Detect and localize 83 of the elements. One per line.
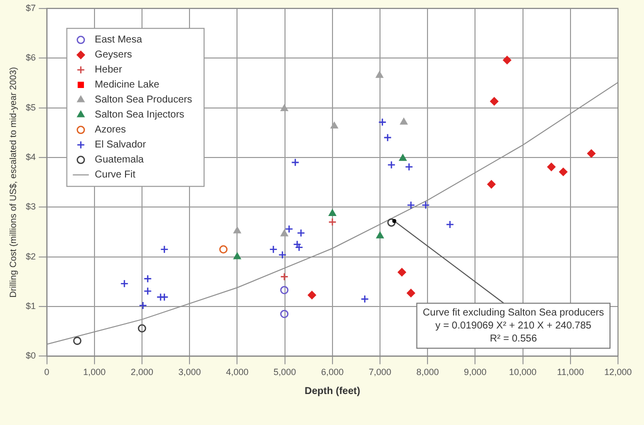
x-tick-label: 3,000 [178, 367, 201, 378]
point [400, 118, 408, 125]
y-tick-label: $3 [26, 202, 36, 212]
legend-label: Medicine Lake [94, 80, 160, 91]
point [376, 232, 384, 238]
y-tick-label: $0 [26, 350, 36, 361]
x-tick-label: 9,000 [464, 367, 486, 378]
y-axis-title: Drilling Cost (millions of US$, escalated to mid-year 2003) [8, 67, 18, 298]
annotation: y = 0.019069 X² + 210 X + 240.785 [435, 320, 592, 332]
y-tick-label: $4 [26, 152, 36, 162]
point [422, 201, 430, 210]
point [73, 336, 82, 345]
point [234, 252, 241, 260]
legend-label: El Salvador [94, 140, 147, 151]
point [446, 220, 454, 229]
point [490, 97, 498, 106]
point [291, 158, 300, 167]
y-tick-label: $5 [26, 102, 36, 112]
point [328, 209, 336, 216]
legend-label: Heber [94, 64, 123, 76]
point [404, 162, 414, 172]
legend-label: Salton Sea Producers [94, 94, 192, 106]
point [547, 162, 556, 172]
legend-label: Salton Sea Injectors [94, 110, 184, 121]
y-tick-label: $1 [26, 301, 36, 311]
annotation: R² = 0.556 [490, 333, 538, 344]
x-tick-label: 5,000 [274, 367, 296, 378]
x-tick-label: 7,000 [368, 367, 392, 378]
point [144, 286, 152, 296]
annotation: Curve fit excluding Salton Sea producers [422, 307, 604, 318]
point [269, 245, 278, 254]
point [406, 201, 416, 210]
point [559, 168, 568, 176]
legend-label: Curve Fit [94, 170, 136, 181]
point [280, 230, 288, 236]
point [278, 250, 287, 259]
y-tick-label: $6 [26, 52, 36, 63]
point [160, 245, 169, 254]
point [120, 280, 129, 288]
point [284, 224, 294, 234]
point [328, 218, 337, 226]
y-tick-label: $2 [26, 251, 36, 262]
point [219, 245, 228, 254]
point [280, 310, 288, 318]
x-tick-label: 2,000 [130, 367, 154, 378]
x-tick-label: 8,000 [416, 367, 439, 378]
point [387, 160, 396, 170]
x-tick-label: 11,000 [556, 367, 584, 378]
point [280, 286, 288, 294]
point [387, 218, 396, 227]
point [398, 268, 406, 276]
point [294, 243, 304, 252]
point [406, 288, 416, 298]
point [234, 226, 241, 234]
legend-label: Guatemala [94, 154, 144, 166]
x-tick-label: 10,000 [509, 367, 537, 378]
x-tick-label: 0 [44, 367, 50, 378]
legend-label: Azores [94, 124, 126, 136]
point [330, 122, 338, 129]
point [144, 274, 152, 283]
point [502, 56, 512, 64]
point [587, 149, 596, 158]
legend-label: East Mesa [94, 34, 142, 46]
point [138, 324, 146, 333]
point [383, 133, 392, 142]
point [308, 290, 316, 300]
legend-label: Geysers [94, 50, 132, 61]
point [160, 292, 169, 302]
point [296, 228, 306, 238]
point [378, 118, 387, 126]
point [280, 104, 288, 112]
point [360, 294, 369, 304]
point [138, 301, 148, 310]
point [376, 71, 384, 78]
x-tick-label: 1,000 [83, 367, 106, 378]
x-tick-label: 4,000 [226, 367, 248, 378]
x-tick-label: 12,000 [604, 367, 632, 378]
point [280, 272, 288, 281]
point [487, 180, 496, 188]
y-tick-label: $7 [26, 2, 36, 13]
x-axis-title: Depth (feet) [304, 386, 360, 397]
point [399, 154, 407, 161]
x-tick-label: 6,000 [321, 367, 344, 378]
